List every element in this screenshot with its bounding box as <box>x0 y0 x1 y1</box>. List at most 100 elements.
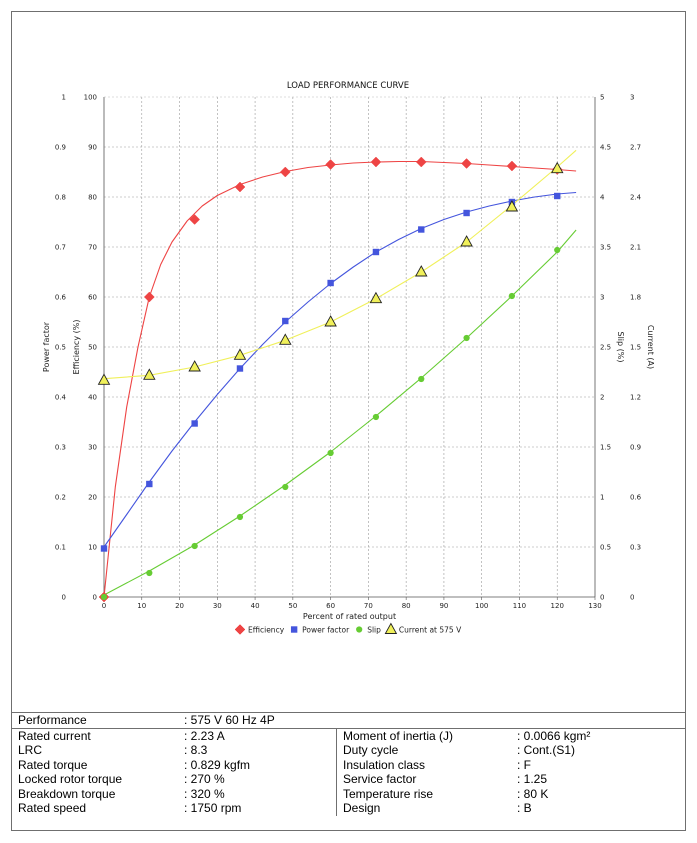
right-axis-2-tick-label: 1.2 <box>630 394 641 402</box>
slip-point <box>418 375 425 383</box>
right-axis-1-tick-label: 0 <box>600 594 604 602</box>
spec-label: Duty cycle <box>343 743 399 757</box>
efficiency-point <box>189 214 200 225</box>
current-at-575-v-point <box>460 235 473 247</box>
x-tick-label: 70 <box>364 602 373 610</box>
legend: Efficiency Power factor Slip Current at 575… <box>234 622 462 635</box>
right-axis-1-tick-label: 2.5 <box>600 344 611 352</box>
x-tick-label: 100 <box>475 602 488 610</box>
x-tick-label: 130 <box>588 602 601 610</box>
efficiency-point <box>415 156 427 168</box>
left-axis-1-tick-label: 0.3 <box>55 444 66 452</box>
slip-point <box>236 513 244 521</box>
power-factor-point <box>191 420 198 427</box>
spec-value: : 575 V 60 Hz 4P <box>178 713 685 729</box>
x-tick-label: 40 <box>251 602 260 610</box>
x-tick-label: 20 <box>175 602 184 610</box>
x-tick-label: 60 <box>326 602 335 610</box>
legend-slip-marker <box>356 626 363 633</box>
x-tick-label: 30 <box>213 602 222 610</box>
power-factor-point <box>372 248 380 256</box>
current-at-575-v-line <box>103 149 577 380</box>
spec-value: : 0.829 kgfm <box>178 757 337 772</box>
left-axis-2-title: Efficiency (%) <box>72 320 81 375</box>
spec-label: Design <box>343 801 381 815</box>
spec-label: Rated torque <box>18 757 88 772</box>
right-axis-2-tick-label: 2.7 <box>630 144 641 152</box>
slip-point <box>372 413 380 421</box>
spec-label: Breakdown torque <box>18 786 116 801</box>
left-axis-2-tick-label: 50 <box>88 344 97 352</box>
left-axis-2-tick-label: 90 <box>88 144 97 152</box>
slip-point <box>554 246 561 254</box>
right-axis-1-tick-label: 5 <box>600 94 604 102</box>
x-tick-label: 80 <box>402 602 411 610</box>
legend-efficiency-marker <box>234 624 246 635</box>
left-axis-2-tick-label: 30 <box>88 444 97 452</box>
spec-label: Insulation class <box>343 757 426 772</box>
legend-slip-label: Slip <box>367 626 381 635</box>
datasheet-frame <box>11 11 686 831</box>
x-tick-label: 10 <box>137 602 146 610</box>
power-factor-point <box>554 192 561 200</box>
spec-label: Rated current <box>18 728 91 743</box>
left-axis-2-tick-label: 0 <box>93 594 97 602</box>
spec-value: : 1.25 <box>517 772 548 786</box>
right-axis-2-tick-label: 0.3 <box>630 544 641 552</box>
spec-label: Performance <box>12 713 178 729</box>
current-at-575-v-point <box>324 315 337 327</box>
spec-table-top-border <box>12 712 685 713</box>
right-axis-2-tick-label: 2.1 <box>630 244 641 252</box>
right-axis-2-tick-label: 1.5 <box>630 344 641 352</box>
x-axis-title: Percent of rated output <box>303 612 396 621</box>
left-axis-1-tick-label: 0.5 <box>55 344 66 352</box>
right-axis-1-tick-label: 1 <box>600 494 604 502</box>
grid <box>104 97 595 597</box>
spec-value: : Cont.(S1) <box>517 743 576 757</box>
series <box>97 149 577 603</box>
efficiency-point <box>370 156 382 168</box>
left-axis-2-tick-label: 100 <box>84 94 97 102</box>
spec-value: : F <box>517 757 531 772</box>
slip-point <box>146 569 153 577</box>
left-axis-1-tick-label: 0.8 <box>55 194 66 202</box>
power-factor-point <box>146 480 153 488</box>
efficiency-point <box>325 159 336 170</box>
efficiency-point <box>279 166 291 178</box>
current-at-575-v-point <box>505 200 519 212</box>
load-performance-chart: LOAD PERFORMANCE CURVE 0 10 20 30 40 50 60 70 80… <box>42 81 655 635</box>
spec-label: LRC <box>18 743 43 757</box>
spec-row: Rated current : 2.23 A Moment of inertia… <box>12 728 685 743</box>
spec-row: Rated torque : 0.829 kgfm Insulation cla… <box>12 757 685 772</box>
left-axis-2-tick-label: 10 <box>88 544 97 552</box>
x-tick-label: 0 <box>102 602 106 610</box>
left-axis-2-tick-label: 80 <box>88 194 97 202</box>
right-axis-1-title: Slip (%) <box>616 332 625 363</box>
spec-label: Moment of inertia (J) <box>343 728 454 743</box>
x-tick-label: 50 <box>288 602 297 610</box>
left-axis-1-title: Power factor <box>42 321 51 372</box>
right-axis-2-title: Current (A) <box>646 325 655 369</box>
current-at-575-v-point <box>143 368 156 380</box>
spec-value: : 1750 rpm <box>178 801 337 816</box>
right-axis-2-tick-label: 0.9 <box>630 444 641 452</box>
spec-row-performance: Performance : 575 V 60 Hz 4P <box>12 713 685 729</box>
left-axis-2-tick-label: 40 <box>88 394 97 402</box>
left-axis-1-tick-label: 0.2 <box>55 494 66 502</box>
efficiency-line <box>103 160 577 598</box>
left-axis-1-tick-label: 0.7 <box>55 244 66 252</box>
spec-label: Locked rotor torque <box>18 772 123 786</box>
slip-point <box>100 593 108 601</box>
legend-current-at-575-v-marker <box>384 622 398 634</box>
right-axis-1-tick-label: 3 <box>600 294 604 302</box>
spec-row: Breakdown torque : 320 % Temperature ris… <box>12 786 685 801</box>
spec-label: Rated speed <box>18 801 87 815</box>
left-axis-2-tick-label: 60 <box>88 294 97 302</box>
right-axis-1-tick-label: 4.5 <box>600 144 611 152</box>
spec-label: Temperature rise <box>343 786 434 801</box>
slip-line <box>103 229 577 596</box>
current-at-575-v-point <box>97 373 111 385</box>
spec-row: LRC : 8.3 Duty cycle : Cont.(S1) <box>12 743 685 758</box>
spec-value: : B <box>517 801 532 815</box>
